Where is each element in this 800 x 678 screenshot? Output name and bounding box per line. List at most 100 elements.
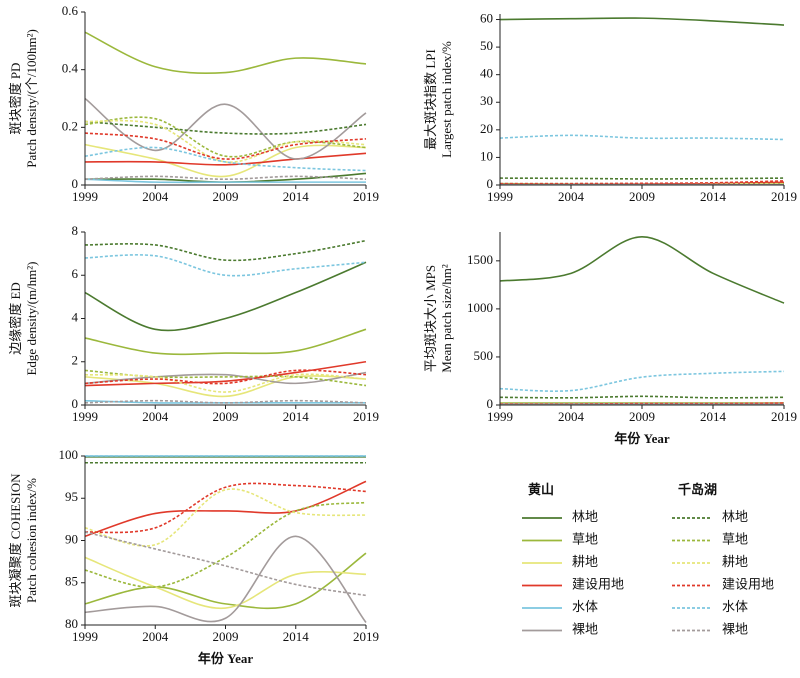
y-tick-label: 8 — [72, 223, 79, 238]
y-axis-label: 边缘密度 ED — [8, 282, 23, 355]
series-line — [84, 482, 367, 534]
series-line — [84, 328, 367, 356]
series-line — [499, 236, 785, 304]
series-line — [84, 116, 367, 158]
y-tick-label: 95 — [65, 489, 78, 504]
series-line — [84, 143, 367, 178]
y-tick-label: 1500 — [467, 252, 493, 267]
y-axis-label: 平均斑块大小 MPS — [423, 265, 438, 372]
legend-label: 建设用地 — [572, 576, 624, 591]
series-line — [84, 146, 367, 172]
series-line — [84, 152, 367, 166]
y-tick-label: 0 — [72, 396, 79, 411]
y-tick-label: 10 — [480, 148, 493, 163]
y-tick-label: 60 — [480, 11, 493, 26]
y-tick-label: 30 — [480, 93, 493, 108]
y-tick-label: 50 — [480, 38, 493, 53]
series-line — [499, 180, 785, 185]
legend-title: 黄山 — [528, 482, 554, 497]
series-line — [84, 254, 367, 277]
x-tick-label: 2009 — [213, 409, 239, 424]
legend-label: 耕地 — [722, 554, 748, 569]
x-tick-label: 2009 — [629, 409, 655, 424]
x-tick-label: 2014 — [283, 629, 310, 644]
y-tick-label: 0.6 — [62, 3, 79, 18]
series-line — [84, 31, 367, 74]
y-axis-label: 斑块密度 PD — [8, 63, 23, 135]
x-tick-label: 2004 — [558, 189, 585, 204]
x-tick-label: 2009 — [213, 189, 239, 204]
series-line — [84, 97, 367, 160]
y-tick-label: 500 — [474, 348, 494, 363]
x-tick-label: 2019 — [353, 629, 379, 644]
legend-label: 耕地 — [572, 554, 598, 569]
y-axis-label: Largest patch index/% — [439, 41, 454, 158]
series-line — [84, 175, 367, 181]
y-tick-label: 6 — [72, 266, 79, 281]
x-tick-label: 2014 — [283, 409, 310, 424]
series-line — [84, 373, 367, 393]
x-tick-label: 1999 — [487, 189, 513, 204]
legend-label: 草地 — [722, 531, 748, 546]
x-tick-label: 1999 — [487, 409, 513, 424]
series-line — [84, 132, 367, 160]
x-tick-label: 2009 — [629, 189, 655, 204]
x-tick-label: 2019 — [353, 189, 379, 204]
series-line — [84, 239, 367, 262]
series-line — [84, 552, 367, 610]
y-tick-label: 0 — [487, 396, 494, 411]
x-tick-label: 2014 — [283, 189, 310, 204]
x-tick-label: 2009 — [213, 629, 239, 644]
x-tick-label: 1999 — [72, 409, 98, 424]
panel: 0 500 1000 1500 1999 2004 2009 2014 2019 平均斑块大小 M… — [423, 232, 797, 446]
series-line — [499, 134, 785, 141]
x-tick-label: 2014 — [700, 189, 727, 204]
y-tick-label: 40 — [480, 66, 493, 81]
series-line — [84, 375, 367, 398]
legend-label: 裸地 — [572, 621, 598, 636]
series-line — [84, 360, 367, 387]
legend-label: 水体 — [572, 599, 598, 614]
panel: 80 85 90 95 100 1999 2004 2009 2014 2019 斑块凝聚度 COH… — [8, 447, 379, 666]
series-line — [499, 395, 785, 399]
x-tick-label: 2014 — [700, 409, 727, 424]
x-axis-label: 年份 Year — [198, 651, 253, 666]
series-line — [84, 369, 367, 385]
x-tick-label: 2004 — [142, 189, 169, 204]
panel: 0 0.2 0.4 0.6 1999 2004 2009 2014 2019 斑块密度 PD Pat… — [8, 3, 379, 204]
y-tick-label: 20 — [480, 121, 493, 136]
y-tick-label: 0.4 — [62, 61, 79, 76]
y-tick-label: 1000 — [467, 300, 493, 315]
y-axis-label: Mean patch size/hm² — [439, 264, 454, 373]
legend-label: 林地 — [722, 509, 748, 524]
legend-title: 千岛湖 — [678, 482, 717, 497]
y-axis-label: Patch density/(个/100hm²) — [24, 29, 39, 168]
x-tick-label: 1999 — [72, 629, 98, 644]
y-axis-label: 斑块凝聚度 COHESION — [8, 473, 23, 608]
series-line — [84, 535, 367, 623]
legend-label: 林地 — [572, 509, 598, 524]
legend-label: 裸地 — [722, 621, 748, 636]
y-tick-label: 0 — [487, 176, 494, 191]
x-tick-label: 2004 — [142, 409, 169, 424]
panel: 0 10 20 30 40 50 60 1999 2004 2009 2014 2019 最大斑块指数 … — [423, 11, 797, 204]
series-line — [84, 371, 367, 385]
y-axis-label: Edge density/(m/hm²) — [24, 261, 39, 375]
legend-label: 水体 — [722, 599, 748, 614]
series-line — [499, 370, 785, 392]
y-tick-label: 4 — [72, 309, 79, 324]
series-line — [84, 531, 367, 597]
x-tick-label: 2019 — [771, 409, 797, 424]
series-line — [84, 261, 367, 332]
y-tick-label: 0 — [72, 176, 79, 191]
series-line — [84, 178, 366, 184]
legend-label: 草地 — [572, 531, 598, 546]
legend-label: 建设用地 — [722, 576, 774, 591]
x-tick-label: 2019 — [771, 189, 797, 204]
series-line — [84, 120, 367, 135]
x-tick-label: 2019 — [353, 409, 379, 424]
y-tick-label: 100 — [59, 447, 79, 462]
y-tick-label: 90 — [65, 531, 78, 546]
x-tick-label: 2004 — [558, 409, 585, 424]
